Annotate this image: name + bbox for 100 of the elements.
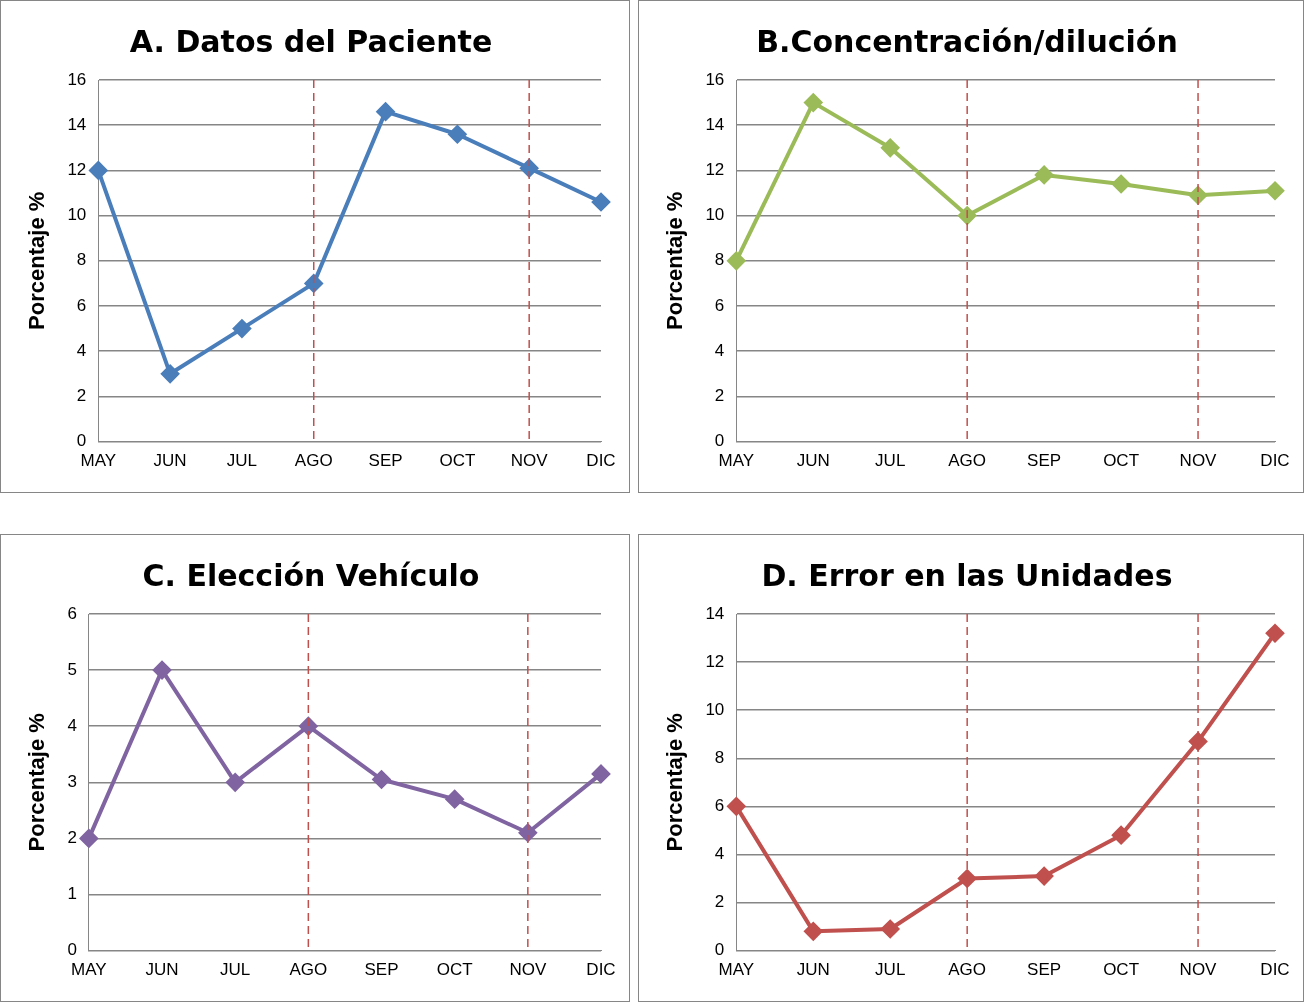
point [1112, 174, 1131, 193]
x-tick-label: SEP [364, 960, 399, 980]
point [1266, 624, 1284, 643]
y-tick-label: 6 [714, 796, 725, 816]
y-tick-label: 8 [714, 747, 725, 767]
point [1189, 732, 1208, 751]
chart-title: B.Concentración/dilución [756, 23, 1178, 59]
y-tick-label: 2 [714, 386, 725, 406]
x-tick-label: NOV [1179, 451, 1218, 471]
y-tick-label: 0 [76, 431, 87, 451]
point [804, 922, 823, 941]
y-tick-label: 8 [714, 250, 725, 270]
point [299, 717, 318, 736]
point [592, 193, 610, 212]
y-tick-label: 14 [705, 114, 725, 134]
x-tick-label: JUL [875, 451, 906, 471]
y-tick-label: 1 [67, 884, 77, 904]
x-tick-label: NOV [1179, 960, 1218, 980]
y-tick-label: 0 [714, 940, 725, 960]
point [226, 773, 245, 792]
y-tick-label: 14 [67, 114, 87, 134]
y-tick-label: 10 [67, 205, 87, 225]
y-tick-label: 4 [714, 844, 725, 864]
y-tick-label: 12 [705, 160, 725, 180]
x-tick-label: JUN [153, 451, 187, 471]
point [79, 829, 98, 848]
y-tick-label: 0 [714, 431, 725, 451]
point [1035, 165, 1054, 184]
x-tick-label: MAY [718, 451, 755, 471]
point [958, 869, 977, 888]
y-axis-title: Porcentaje % [24, 713, 50, 852]
point [304, 274, 323, 293]
y-tick-label: 3 [67, 771, 77, 791]
y-tick-label: 12 [705, 651, 725, 671]
point [727, 251, 746, 270]
point [727, 797, 746, 816]
y-tick-label: 0 [67, 940, 77, 960]
point [376, 102, 395, 121]
point [161, 364, 180, 383]
y-tick-label: 10 [705, 205, 725, 225]
y-axis-title: Porcentaje % [662, 191, 688, 330]
x-tick-label: JUL [226, 451, 258, 471]
point [881, 919, 900, 938]
x-tick-label: OCT [436, 960, 473, 980]
x-tick-label: OCT [439, 451, 476, 471]
point [153, 661, 172, 680]
y-tick-label: 4 [67, 715, 77, 735]
x-tick-label: MAY [718, 960, 755, 980]
x-tick-label: NOV [510, 451, 549, 471]
y-tick-label: 4 [76, 340, 87, 360]
point [232, 319, 251, 338]
chart-title: A. Datos del Paciente [129, 23, 493, 59]
y-tick-label: 2 [76, 386, 87, 406]
x-tick-label: OCT [1103, 451, 1140, 471]
x-tick-label: AGO [294, 451, 333, 471]
x-tick-label: AGO [948, 451, 987, 471]
y-tick-label: 14 [705, 603, 725, 623]
y-tick-label: 6 [76, 295, 87, 315]
x-tick-label: JUN [145, 960, 179, 980]
chart-title: D. Error en las Unidades [761, 557, 1173, 593]
y-tick-label: 16 [67, 69, 87, 89]
point [1266, 181, 1284, 200]
chart-title: C. Elección Vehículo [142, 557, 480, 593]
y-tick-label: 16 [705, 69, 725, 89]
x-tick-label: NOV [509, 960, 547, 980]
x-tick-label: AGO [289, 960, 328, 980]
y-tick-label: 6 [67, 603, 77, 623]
point [881, 138, 900, 157]
point [372, 770, 391, 789]
x-tick-label: OCT [1103, 960, 1140, 980]
x-tick-label: SEP [1027, 451, 1062, 471]
y-tick-label: 4 [714, 340, 725, 360]
y-tick-label: 2 [714, 892, 725, 912]
y-axis-title: Porcentaje % [24, 191, 50, 330]
x-tick-label: AGO [948, 960, 987, 980]
x-tick-label: MAY [71, 960, 107, 980]
x-tick-label: JUL [875, 960, 906, 980]
point [592, 764, 610, 783]
x-tick-label: JUN [796, 960, 830, 980]
x-tick-label: DIC [1260, 960, 1290, 980]
x-tick-label: DIC [1260, 451, 1290, 471]
point [804, 93, 823, 112]
y-tick-label: 12 [67, 160, 87, 180]
x-tick-label: MAY [80, 451, 117, 471]
y-tick-label: 2 [67, 828, 77, 848]
point [445, 790, 464, 809]
y-tick-label: 6 [714, 295, 725, 315]
x-tick-label: SEP [1027, 960, 1062, 980]
y-axis-title: Porcentaje % [662, 713, 688, 852]
y-tick-label: 5 [67, 659, 77, 679]
y-tick-label: 8 [76, 250, 87, 270]
point [89, 161, 108, 180]
y-tick-label: 10 [705, 699, 725, 719]
x-tick-label: DIC [586, 960, 616, 980]
x-tick-label: JUN [796, 451, 830, 471]
point [1112, 826, 1131, 845]
x-tick-label: DIC [586, 451, 616, 471]
point [448, 125, 467, 144]
x-tick-label: SEP [368, 451, 403, 471]
x-tick-label: JUL [220, 960, 251, 980]
